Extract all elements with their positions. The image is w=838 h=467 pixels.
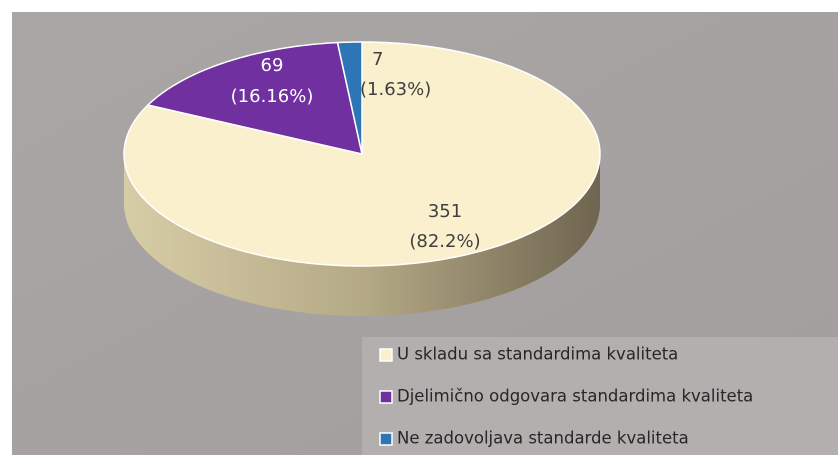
data-label: 69 <box>261 55 284 76</box>
pie-slice <box>146 41 363 155</box>
data-label: 7 <box>372 49 383 70</box>
legend-label: U skladu sa standardima kvaliteta <box>397 345 678 364</box>
data-label-percent: (82.2%) <box>409 231 480 252</box>
legend-swatch <box>379 348 393 362</box>
legend-label: Ne zadovoljava standarde kvaliteta <box>397 429 689 448</box>
legend-swatch <box>379 432 393 446</box>
pie-slice <box>123 41 601 267</box>
legend-box <box>362 337 838 455</box>
data-label: 351 <box>428 201 462 222</box>
data-label-percent: (16.16%) <box>231 86 314 107</box>
pie-side <box>124 154 600 316</box>
pie-slice <box>336 41 363 155</box>
legend-swatch <box>379 390 393 404</box>
legend-label: Djelimično odgovara standardima kvalitet… <box>397 387 753 406</box>
data-label-percent: (1.63%) <box>360 79 431 100</box>
